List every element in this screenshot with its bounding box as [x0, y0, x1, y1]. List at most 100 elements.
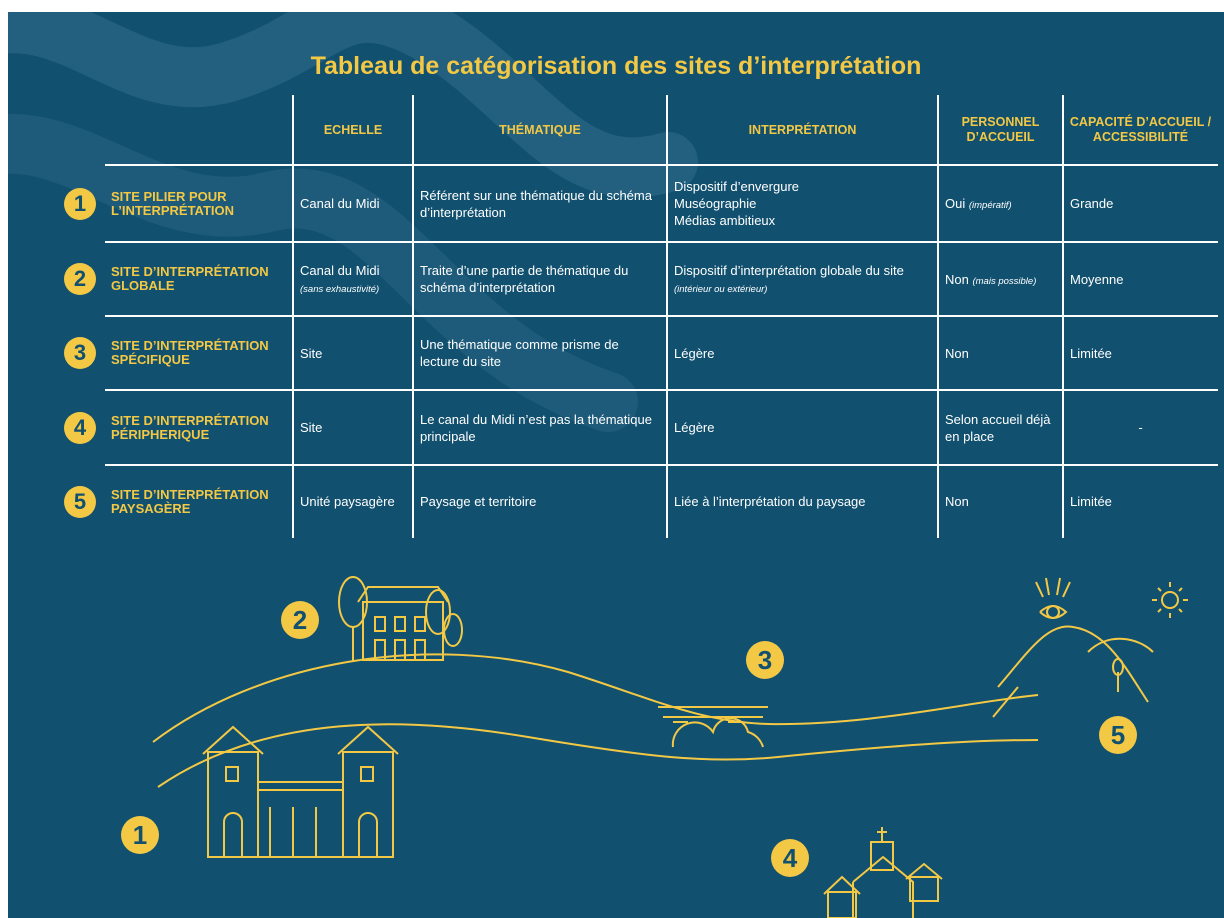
cell-text: Non [945, 271, 969, 287]
column-header: PERSONNEL D’ACCUEIL [961, 115, 1040, 144]
table-cell: Une thématique comme prisme de lecture d… [413, 316, 667, 390]
cell-content: Légère [674, 345, 714, 362]
site-category: SITE PILIER POUR L’INTERPRÉTATION [111, 188, 235, 218]
table-cell: Unité paysagère [293, 465, 413, 538]
table-cell: Référent sur une thématique du schéma d’… [413, 165, 667, 242]
cell-text: Oui [945, 196, 966, 211]
cell-content: Unité paysagère [300, 493, 395, 510]
cell-content: Liée à l’interprétation du paysage [674, 493, 866, 510]
illustration [8, 12, 1218, 918]
cell-text: Unité paysagère [300, 494, 395, 509]
table-cell: Selon accueil déjà en place [938, 390, 1063, 465]
cell-content: Une thématique comme prisme de lecture d… [420, 336, 660, 370]
table-cell: Le canal du Midi n’est pas la thématique… [413, 390, 667, 465]
cell-text: Traite d’une partie de thématique du sch… [420, 263, 629, 295]
column-header: ECHELLE [323, 122, 383, 137]
illustration-marker: 1 [121, 816, 159, 854]
cell-content: Canal du Midi (sans exhaustivité) [300, 262, 406, 296]
cell-content: Traite d’une partie de thématique du sch… [420, 262, 660, 296]
title: Tableau de catégorisation des sites d’in… [310, 52, 922, 80]
cell-text: Légère [674, 420, 715, 435]
cell-text: Liée à l’interprétation du paysage [674, 494, 866, 509]
table-cell: Oui (impératif) [938, 165, 1063, 242]
table-cell: Grande [1063, 165, 1218, 242]
cell-text: Dispositif d’interprétation globale du s… [674, 263, 904, 278]
cell-content: Légère [674, 419, 714, 436]
cell-text: Limitée [1070, 345, 1112, 361]
table-cell: Limitée [1063, 465, 1218, 538]
table-cell: Dispositif d’interprétation globale du s… [667, 242, 938, 316]
cell-content: Moyenne [1070, 271, 1123, 288]
cell-content: Limitée [1070, 345, 1112, 362]
cell-content: Dispositif d’interprétation globale du s… [674, 262, 931, 296]
cell-content: Référent sur une thématique du schéma d’… [420, 187, 660, 221]
table-cell: Liée à l’interprétation du paysage [667, 465, 938, 538]
cell-content: Grande [1070, 195, 1113, 212]
column-header: CAPACITÉ D’ACCUEIL / ACCESSIBILITÉ [1069, 115, 1212, 144]
cell-text: Non [945, 494, 969, 509]
cell-text: Référent sur une thématique du schéma d’… [420, 187, 652, 220]
column-header: THÉMATIQUE [499, 122, 581, 137]
site-category: SITE D’INTERPRÉTATION PÉRIPHERIQUE [111, 412, 269, 442]
cell-text: Limitée [1070, 494, 1112, 509]
cell-content: Le canal du Midi n’est pas la thématique… [420, 411, 660, 445]
table-cell: Site [293, 316, 413, 390]
cell-text: Grande [1070, 196, 1114, 211]
illustration-marker: 5 [1099, 716, 1137, 754]
row-number: 1 [64, 187, 96, 220]
cell-text: Légère [674, 345, 715, 361]
cell-content: Non [945, 345, 969, 362]
cell-content: Dispositif d’envergure Muséographie Médi… [674, 178, 799, 229]
cell-content: Non (mais possible) [945, 271, 1036, 288]
cell-content: Site [300, 419, 322, 436]
cell-content: Oui (impératif) [945, 195, 1012, 212]
cell-content: - [1138, 419, 1142, 436]
cell-text: Canal du Midi [300, 196, 380, 211]
cell-text: Canal du Midi [300, 263, 380, 278]
background-wave [8, 113, 638, 432]
landscape [152, 576, 1188, 918]
table-cell: Paysage et territoire [413, 465, 667, 538]
cell-note: (impératif) [968, 200, 1012, 211]
cell-text: Dispositif d’envergure Muséographie Médi… [674, 179, 800, 228]
cell-content: Site [300, 345, 322, 362]
row-number: 3 [64, 337, 96, 369]
illustration-marker: 4 [771, 839, 809, 877]
illustration-marker: 2 [281, 601, 319, 639]
cell-text: Moyenne [1070, 271, 1124, 287]
cell-text: Non [945, 345, 969, 361]
table-cell: Site [293, 390, 413, 465]
cell-note: (sans exhaustivité) [300, 284, 380, 295]
infographic: Tableau de catégorisation des sites d’in… [8, 12, 1224, 918]
cell-text: Site [300, 420, 323, 435]
cell-text: Paysage et territoire [420, 494, 537, 509]
cell-content: Limitée [1070, 493, 1112, 510]
cell-text: Le canal du Midi n’est pas la thématique… [420, 411, 652, 444]
table-cell: Légère [667, 316, 938, 390]
table-cell: Traite d’une partie de thématique du sch… [413, 242, 667, 316]
row-number: 2 [64, 263, 96, 295]
table-cell: Canal du Midi [293, 165, 413, 242]
table-cell: Moyenne [1063, 242, 1218, 316]
table-cell: Non (mais possible) [938, 242, 1063, 316]
row-number: 5 [64, 485, 96, 518]
row-number: 4 [64, 411, 96, 444]
cell-note: (intérieur ou extérieur) [674, 284, 768, 295]
cell-text: Site [300, 345, 323, 361]
table-cell: Dispositif d’envergure Muséographie Médi… [667, 165, 938, 242]
cell-content: Non [945, 493, 969, 510]
table-cell: Légère [667, 390, 938, 465]
cell-note: (mais possible) [972, 275, 1037, 287]
background-wave [8, 12, 698, 198]
cell-content: Paysage et territoire [420, 493, 536, 510]
column-header: INTERPRÉTATION [748, 122, 857, 137]
site-category: SITE D’INTERPRÉTATION SPÉCIFIQUE [111, 338, 269, 367]
cell-text: Une thématique comme prisme de lecture d… [420, 337, 619, 369]
table-cell: Canal du Midi (sans exhaustivité) [293, 242, 413, 316]
cell-text: Selon accueil déjà en place [945, 411, 1051, 444]
site-category: SITE D’INTERPRÉTATION GLOBALE [111, 264, 269, 293]
table-cell: - [1063, 390, 1218, 465]
site-category: SITE D’INTERPRÉTATION PAYSAGÈRE [111, 486, 269, 516]
illustration-marker: 3 [746, 641, 784, 679]
cell-content: Selon accueil déjà en place [945, 411, 1056, 445]
